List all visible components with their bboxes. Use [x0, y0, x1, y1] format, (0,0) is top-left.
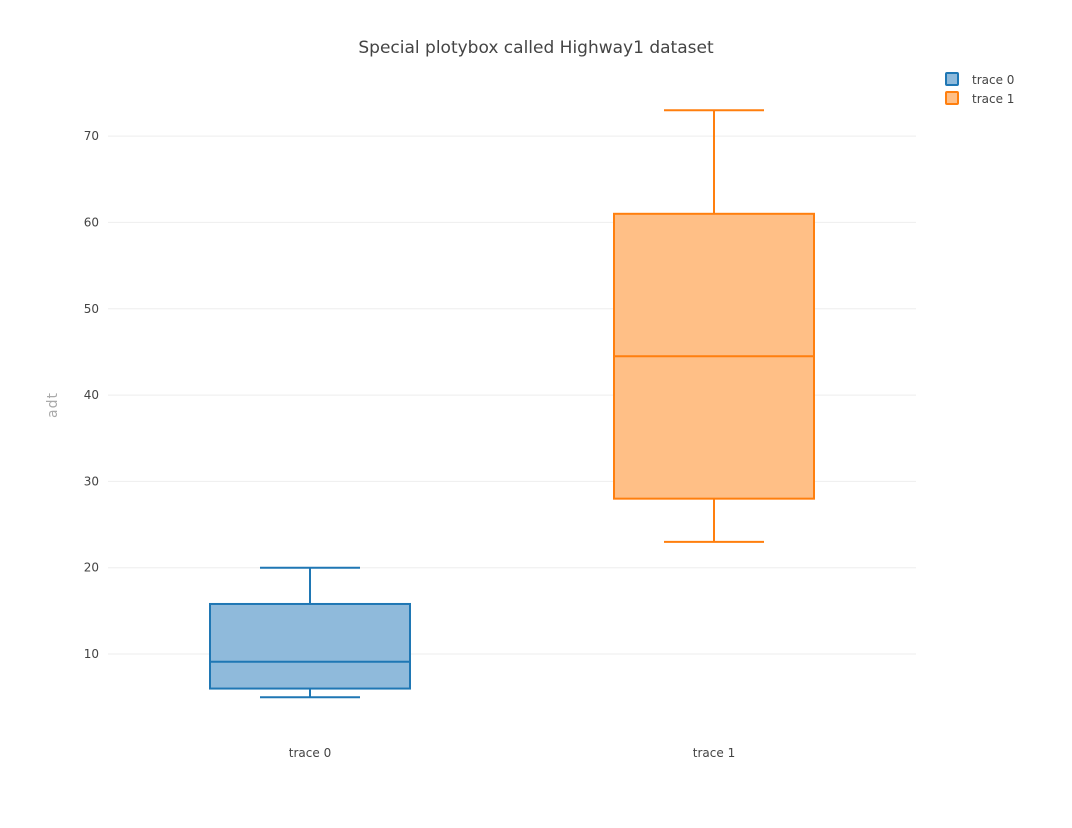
y-tick-label: 10	[84, 647, 99, 661]
y-tick-label: 40	[84, 388, 99, 402]
x-tick-label: trace 1	[693, 746, 735, 760]
legend-label: trace 1	[972, 92, 1014, 106]
chart-title: Special plotybox called Highway1 dataset	[358, 38, 714, 58]
y-tick-label: 30	[84, 474, 99, 488]
y-tick-label: 60	[84, 215, 99, 229]
plot-area	[209, 109, 815, 699]
legend-label: trace 0	[972, 73, 1014, 87]
legend: trace 0 trace 1	[945, 72, 1014, 106]
x-tick-label: trace 0	[289, 746, 331, 760]
legend-swatch	[945, 91, 959, 105]
y-axis-ticks: 10 20 30 40 50 60 70	[84, 129, 99, 661]
y-tick-label: 20	[84, 561, 99, 575]
y-tick-label: 50	[84, 302, 99, 316]
legend-swatch	[945, 72, 959, 86]
legend-item-trace-0[interactable]: trace 0	[945, 72, 1014, 87]
box-trace-0	[209, 566, 411, 699]
iqr-box	[209, 602, 411, 690]
y-tick-label: 70	[84, 129, 99, 143]
y-axis-label: adt	[45, 392, 61, 418]
x-axis-ticks: trace 0 trace 1	[289, 746, 735, 760]
grid-layer	[108, 135, 916, 655]
legend-item-trace-1[interactable]: trace 1	[945, 91, 1014, 106]
box-trace-1	[613, 109, 815, 543]
